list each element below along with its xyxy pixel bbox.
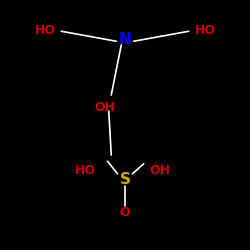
Text: N: N (119, 32, 132, 48)
Text: OH: OH (150, 164, 171, 176)
Text: O: O (120, 206, 130, 219)
Text: HO: HO (74, 164, 96, 176)
Text: OH: OH (94, 101, 116, 114)
Text: S: S (120, 172, 130, 188)
Text: HO: HO (34, 24, 56, 36)
Text: HO: HO (194, 24, 216, 36)
